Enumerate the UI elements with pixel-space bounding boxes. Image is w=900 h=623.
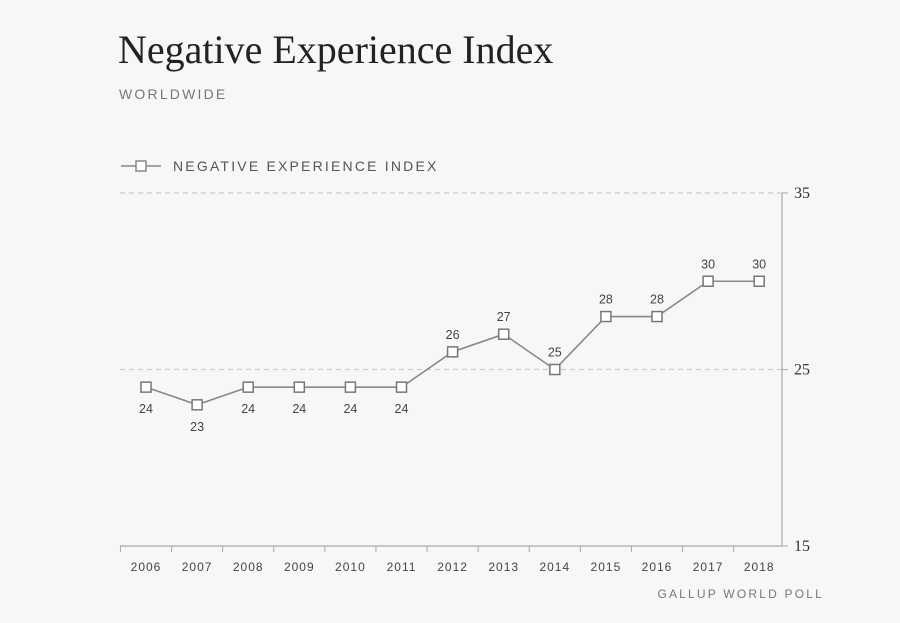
- data-label: 24: [241, 402, 255, 416]
- data-point: [600, 310, 612, 323]
- legend: NEGATIVE EXPERIENCE INDEX: [121, 158, 439, 174]
- x-tick-label: 2014: [539, 560, 570, 574]
- x-tick-label: 2007: [182, 560, 213, 574]
- x-tick-label: 2009: [284, 560, 315, 574]
- data-label: 24: [395, 402, 409, 416]
- data-point: [651, 310, 663, 323]
- data-label: 28: [599, 293, 613, 307]
- x-tick-label: 2017: [693, 560, 724, 574]
- y-tick-label: 25: [794, 362, 810, 379]
- data-point: [753, 275, 765, 287]
- data-point: [191, 399, 203, 411]
- data-point: [446, 346, 459, 358]
- data-label: 24: [343, 402, 357, 416]
- x-tick-label: 2011: [387, 560, 417, 574]
- data-point: [702, 275, 714, 287]
- x-tick-label: 2010: [335, 560, 366, 574]
- data-label: 24: [139, 402, 153, 416]
- x-tick-label: 2013: [488, 560, 519, 574]
- x-tick-label: 2015: [591, 560, 622, 574]
- data-label: 25: [548, 346, 562, 360]
- chart-title: Negative Experience Index: [118, 27, 554, 72]
- data-point: [549, 363, 561, 376]
- legend-line-marker-icon: [121, 160, 161, 172]
- data-point: [293, 381, 306, 393]
- series-line: [145, 280, 760, 406]
- data-label: 26: [446, 328, 460, 342]
- data-point: [497, 328, 510, 340]
- y-tick-label: 35: [794, 185, 810, 202]
- data-label: 27: [497, 310, 511, 324]
- data-label: 24: [292, 402, 306, 416]
- x-tick-label: 2006: [131, 560, 162, 574]
- x-tick-label: 2008: [233, 560, 264, 574]
- legend-label: NEGATIVE EXPERIENCE INDEX: [173, 158, 439, 174]
- source-note: GALLUP WORLD POLL: [657, 587, 824, 601]
- data-label: 30: [752, 257, 766, 271]
- data-label: 28: [650, 293, 664, 307]
- data-point: [140, 381, 152, 393]
- x-tick-label: 2018: [744, 560, 775, 574]
- data-point: [344, 381, 357, 393]
- chart-subtitle: WORLDWIDE: [119, 86, 228, 102]
- y-tick-label: 15: [794, 538, 810, 555]
- x-tick-label: 2012: [437, 560, 468, 574]
- data-label: 30: [701, 257, 715, 271]
- data-point: [242, 381, 254, 393]
- data-label: 23: [190, 420, 204, 434]
- x-tick-label: 2016: [642, 560, 673, 574]
- data-point: [395, 381, 408, 393]
